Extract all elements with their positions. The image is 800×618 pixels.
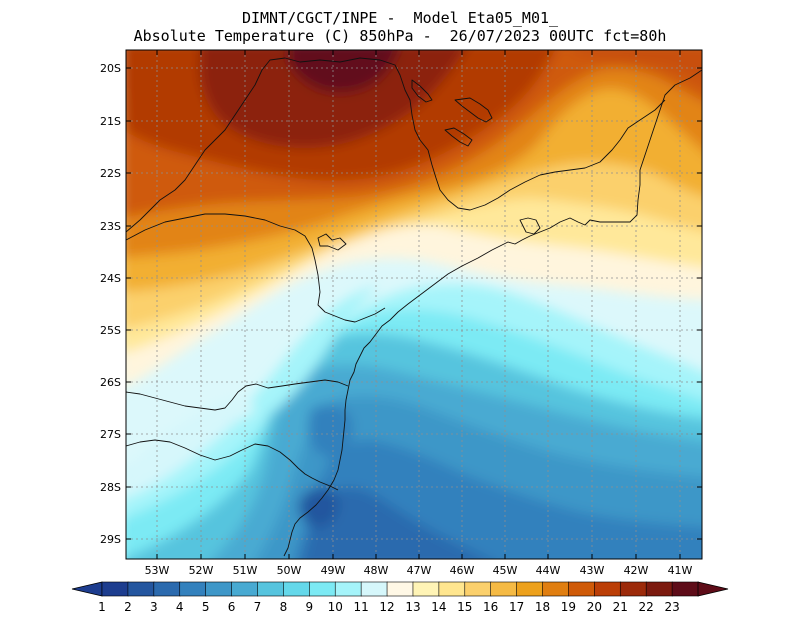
lon-label: 44W — [536, 564, 561, 577]
colorbar-swatch — [542, 581, 570, 597]
colorbar-label: 13 — [405, 600, 420, 614]
border-pr-sp — [126, 213, 386, 323]
colorbar-swatch — [516, 581, 544, 597]
lat-label: 28S — [100, 481, 121, 494]
colorbar-swatch — [308, 581, 336, 597]
reservoir-north — [411, 79, 433, 103]
lat-label: 22S — [100, 167, 121, 180]
colorbar-label: 14 — [431, 600, 446, 614]
colorbar-swatch — [127, 581, 155, 597]
temperature-field — [126, 50, 702, 559]
border-pr-sc — [126, 379, 349, 411]
border-sc-rs — [126, 439, 339, 491]
colorbar-swatch — [464, 581, 492, 597]
lon-label: 51W — [233, 564, 258, 577]
reservoir-east — [454, 97, 493, 123]
lon-label: 48W — [364, 564, 389, 577]
colorbar-label: 8 — [280, 600, 288, 614]
colorbar-label: 17 — [509, 600, 524, 614]
coast-inlet-rj — [519, 217, 541, 235]
lon-label: 53W — [145, 564, 170, 577]
colorbar-swatch — [438, 581, 466, 597]
colorbar-swatch — [205, 581, 233, 597]
lon-label: 42W — [624, 564, 649, 577]
colorbar-swatch — [645, 581, 673, 597]
colorbar-over-arrow — [697, 581, 729, 597]
colorbar-swatch — [619, 581, 647, 597]
colorbar-under-arrow — [71, 581, 103, 597]
lat-axis: 20S 21S 22S 23S 24S 25S 26S 27S 28S 29S — [100, 62, 702, 546]
coastline — [283, 69, 702, 557]
lat-label: 21S — [100, 115, 121, 128]
lat-label: 20S — [100, 62, 121, 75]
colorbar-label: 22 — [639, 600, 654, 614]
colorbar-label: 15 — [457, 600, 472, 614]
colorbar-swatch — [283, 581, 311, 597]
colorbar-label: 16 — [483, 600, 498, 614]
lon-label: 43W — [580, 564, 605, 577]
colorbar-swatch — [257, 581, 285, 597]
colorbar-label: 6 — [228, 600, 236, 614]
colorbar-swatch — [334, 581, 362, 597]
colorbar-label: 10 — [328, 600, 343, 614]
colorbar-label: 3 — [150, 600, 158, 614]
colorbar-label: 1 — [98, 600, 106, 614]
colorbar-label: 5 — [202, 600, 210, 614]
lon-label: 49W — [321, 564, 346, 577]
lon-axis: 53W 52W 51W 50W 49W 48W 47W 46W 45W 44W 43W 42W 41W — [145, 50, 693, 577]
colorbar-swatch — [490, 581, 518, 597]
graticule — [126, 50, 702, 559]
border-ms-sp — [126, 57, 541, 233]
lon-label: 47W — [407, 564, 432, 577]
colorbar: 1 2 3 4 5 6 7 8 9 10 11 12 13 14 15 16 17 18 19 20 21 22 23 — [71, 581, 729, 614]
lon-label: 52W — [189, 564, 214, 577]
lon-label: 41W — [668, 564, 693, 577]
colorbar-swatch — [671, 581, 699, 597]
colorbar-label: 2 — [124, 600, 132, 614]
border-sp-mg — [539, 99, 666, 176]
lon-label: 45W — [493, 564, 518, 577]
map-title-line2: Absolute Temperature (C) 850hPa - 26/07/… — [133, 27, 667, 45]
lat-label: 26S — [100, 376, 121, 389]
colorbar-label: 4 — [176, 600, 184, 614]
colorbar-label: 18 — [535, 600, 550, 614]
colorbar-swatch — [412, 581, 440, 597]
borders — [126, 57, 702, 557]
colorbar-label: 20 — [587, 600, 602, 614]
colorbar-swatch — [360, 581, 388, 597]
colorbar-label: 12 — [379, 600, 394, 614]
map-title-line1: DIMNT/CGCT/INPE - Model Eta05_M01_ — [241, 9, 559, 27]
lat-label: 24S — [100, 272, 121, 285]
colorbar-label: 7 — [254, 600, 262, 614]
lon-label: 46W — [450, 564, 475, 577]
lat-label: 27S — [100, 428, 121, 441]
colorbar-swatch — [568, 581, 596, 597]
colorbar-swatch — [153, 581, 181, 597]
plot-frame — [125, 49, 703, 560]
lat-label: 29S — [100, 533, 121, 546]
colorbar-label: 11 — [353, 600, 368, 614]
colorbar-swatch — [386, 581, 414, 597]
colorbar-label: 19 — [561, 600, 576, 614]
colorbar-label: 9 — [305, 600, 313, 614]
colorbar-label: 23 — [664, 600, 679, 614]
colorbar-swatch — [594, 581, 621, 597]
colorbar-label: 21 — [613, 600, 628, 614]
colorbar-swatch — [179, 581, 207, 597]
reservoir-east-2 — [444, 127, 473, 147]
lat-label: 23S — [100, 220, 121, 233]
lat-label: 25S — [100, 324, 121, 337]
reservoir-west — [317, 233, 347, 251]
colorbar-swatch — [101, 581, 129, 597]
lon-label: 50W — [277, 564, 302, 577]
colorbar-swatch — [231, 581, 259, 597]
